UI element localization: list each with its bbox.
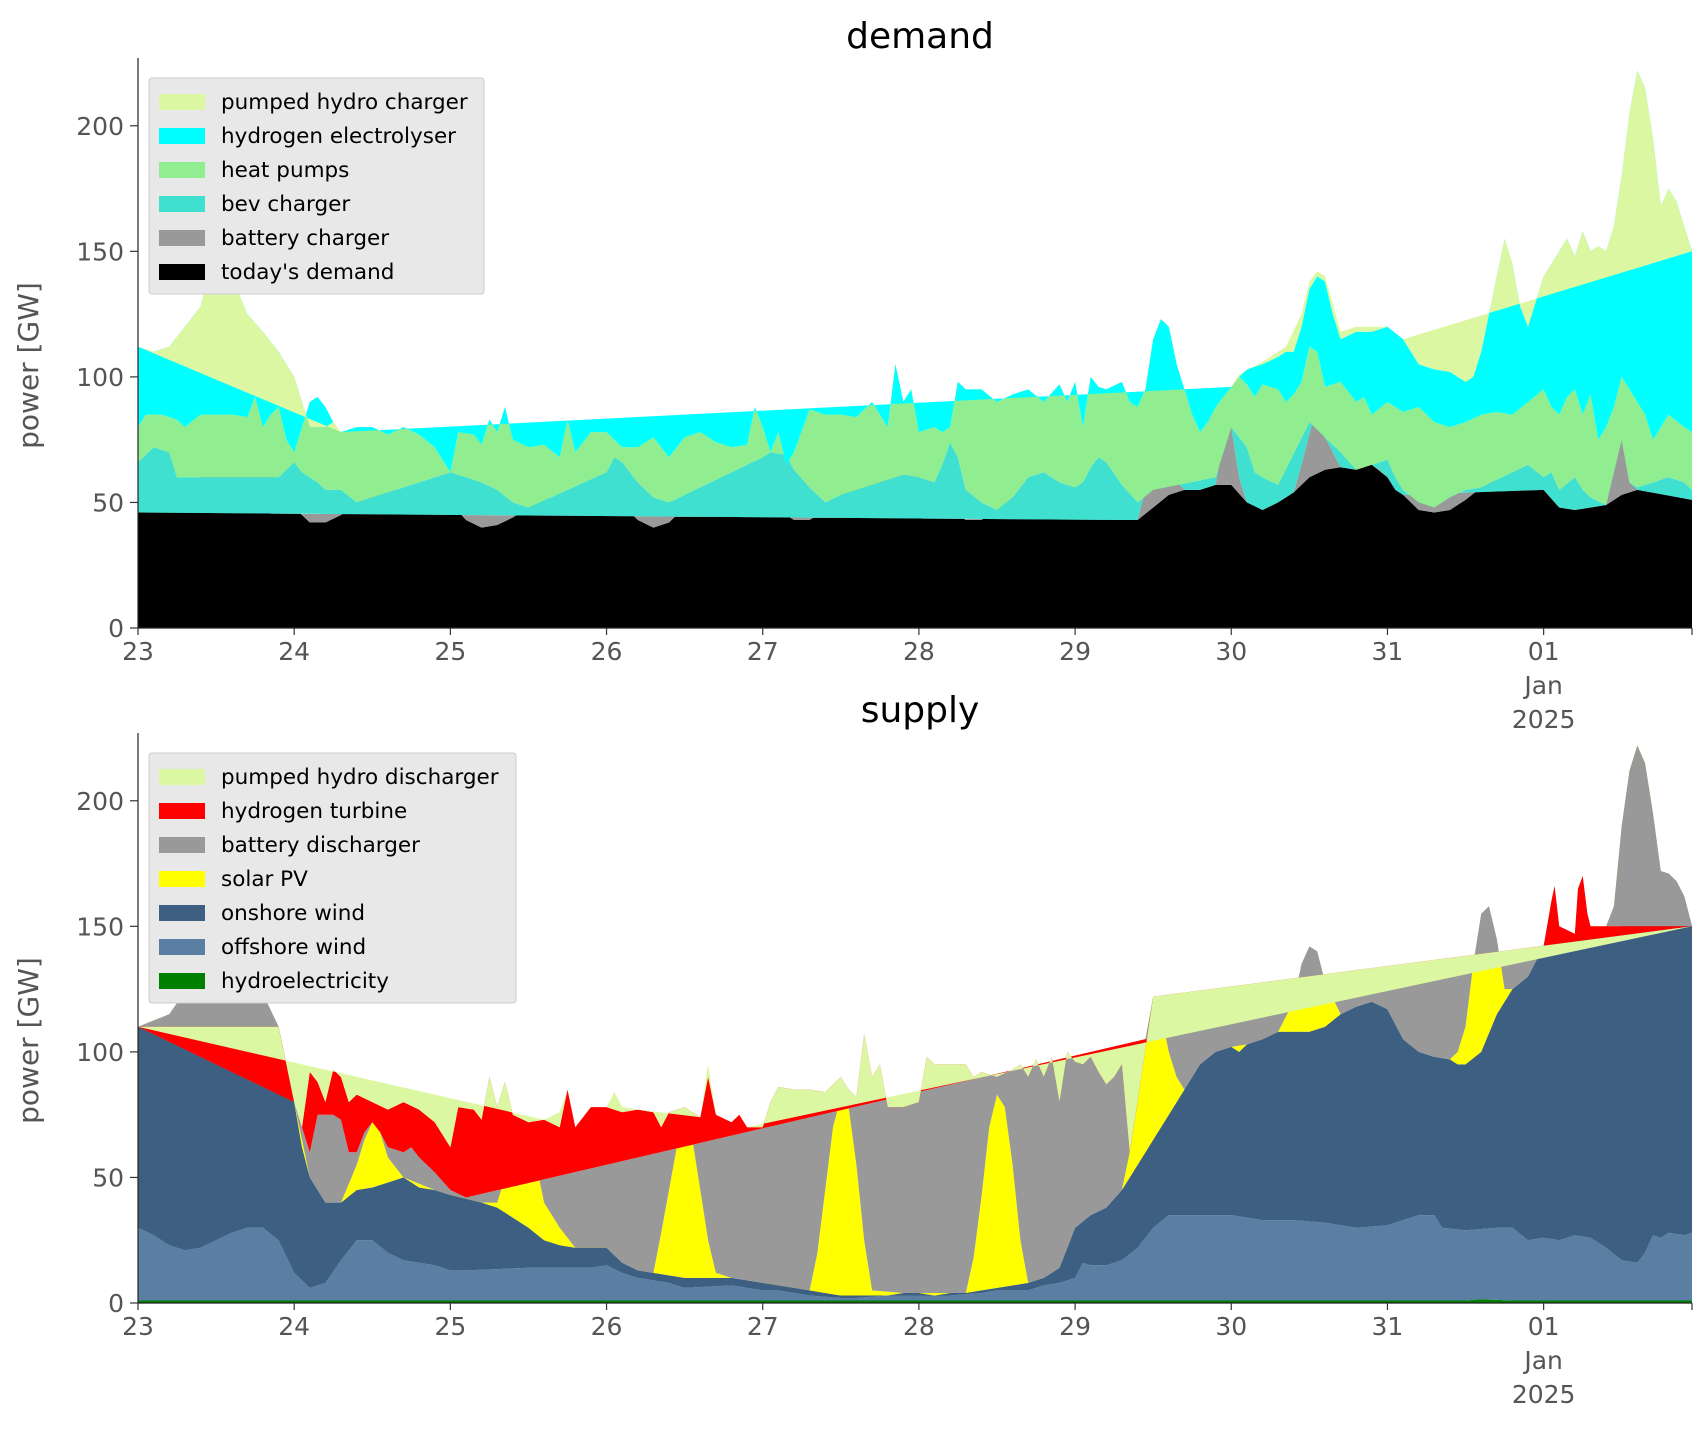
- series-area-heat-pumps: [138, 319, 1692, 510]
- x-tick-label: 01: [1528, 1312, 1560, 1341]
- legend-label-hydrogen-electrolyser: hydrogen electrolyser: [221, 124, 456, 149]
- x-tick-label: 27: [747, 1312, 779, 1341]
- panel-demand: demand power [GW] 0 50 100 150 200 23 24 25 26 27 28…: [12, 16, 1693, 734]
- legend-swatch-hydroelectricity: [159, 973, 205, 989]
- x-tick-label: 28: [903, 637, 935, 666]
- x-tick-label: 26: [591, 1312, 623, 1341]
- y-tick-label: 0: [108, 1289, 124, 1318]
- series-area-hydroelectricity: [138, 1299, 1692, 1303]
- legend-box: [148, 752, 517, 1004]
- x-tick-label: 23: [122, 637, 154, 666]
- x-tick-label: 30: [1215, 1312, 1247, 1341]
- x-tick-label: 23: [122, 1312, 154, 1341]
- x-tick-label: 26: [591, 637, 623, 666]
- series-area-hydrogen-electrolyser: [138, 70, 1692, 473]
- y-tick-label: 0: [108, 614, 124, 643]
- y-tick-label: 200: [76, 112, 124, 141]
- x-tick-sublabel: Jan: [1522, 1346, 1563, 1375]
- area-layers: [138, 70, 1692, 628]
- y-tick-label: 200: [76, 787, 124, 816]
- y-tick-label: 150: [76, 237, 124, 266]
- chart-title: demand: [846, 16, 994, 57]
- legend-swatch-heat-pumps: [159, 162, 205, 178]
- y-axis-label: power [GW]: [12, 282, 45, 449]
- series-area-pumped-hydro-discharger: [138, 926, 1692, 1153]
- legend-label-hydroelectricity: hydroelectricity: [221, 969, 389, 994]
- legend-swatch-hydrogen-turbine: [159, 803, 205, 819]
- y-axis-label: power [GW]: [12, 957, 45, 1124]
- legend-swatch-today-s-demand: [159, 264, 205, 280]
- x-tick-label: 01: [1528, 637, 1560, 666]
- x-tick-label: 28: [903, 1312, 935, 1341]
- legend-swatch-hydrogen-electrolyser: [159, 128, 205, 144]
- legend-swatch-pumped-hydro-discharger: [159, 769, 205, 785]
- legend-label-pumped-hydro-charger: pumped hydro charger: [221, 90, 468, 115]
- legend-label-solar-pv: solar PV: [221, 867, 308, 892]
- y-tick-label: 50: [92, 1163, 124, 1192]
- legend-swatch-battery-charger: [159, 230, 205, 246]
- x-tick-label: 25: [434, 1312, 466, 1341]
- series-area-offshore-wind: [138, 1215, 1692, 1301]
- y-tick-label: 150: [76, 912, 124, 941]
- legend-label-battery-discharger: battery discharger: [221, 833, 420, 858]
- legend-swatch-pumped-hydro-charger: [159, 94, 205, 110]
- y-tick-label: 100: [76, 1038, 124, 1067]
- area-layers: [138, 745, 1692, 1303]
- x-tick-sublabel: Jan: [1522, 671, 1563, 700]
- y-tick-label: 100: [76, 363, 124, 392]
- legend-label-onshore-wind: onshore wind: [221, 901, 365, 926]
- legend-label-offshore-wind: offshore wind: [221, 935, 366, 960]
- legend-swatch-bev-charger: [159, 196, 205, 212]
- legend-label-today-s-demand: today's demand: [221, 260, 394, 285]
- legend: pumped hydro charger hydrogen electrolyse…: [148, 77, 485, 295]
- x-tick-label: 25: [434, 637, 466, 666]
- legend-box: [148, 77, 485, 295]
- x-tick-sublabel: 2025: [1512, 1380, 1576, 1409]
- x-tick-label: 29: [1059, 637, 1091, 666]
- x-tick-label: 31: [1372, 637, 1404, 666]
- y-tick-label: 50: [92, 488, 124, 517]
- series-area-onshore-wind: [138, 871, 1692, 1298]
- panel-supply: supply power [GW] 0 50 100 150 200 23 24 25 26 27 28…: [12, 690, 1693, 1409]
- x-tick-label: 29: [1059, 1312, 1091, 1341]
- legend-label-battery-charger: battery charger: [221, 226, 389, 251]
- series-area-bev-charger: [138, 402, 1692, 520]
- x-tick-label: 27: [747, 637, 779, 666]
- legend: pumped hydro discharger hydrogen turbine b…: [148, 752, 517, 1004]
- series-area-pumped-hydro-charger: [138, 70, 1692, 433]
- legend-label-pumped-hydro-discharger: pumped hydro discharger: [221, 765, 499, 790]
- legend-swatch-onshore-wind: [159, 905, 205, 921]
- legend-swatch-offshore-wind: [159, 939, 205, 955]
- x-tick-label: 24: [278, 637, 310, 666]
- chart-title: supply: [861, 690, 980, 731]
- legend-swatch-solar-pv: [159, 871, 205, 887]
- legend-label-hydrogen-turbine: hydrogen turbine: [221, 799, 407, 824]
- x-tick-sublabel: 2025: [1512, 705, 1576, 734]
- x-tick-label: 31: [1372, 1312, 1404, 1341]
- legend-label-heat-pumps: heat pumps: [221, 158, 349, 183]
- x-tick-label: 24: [278, 1312, 310, 1341]
- x-tick-label: 30: [1215, 637, 1247, 666]
- legend-label-bev-charger: bev charger: [221, 192, 350, 217]
- series-area-today-s-demand: [138, 464, 1692, 628]
- legend-swatch-battery-discharger: [159, 837, 205, 853]
